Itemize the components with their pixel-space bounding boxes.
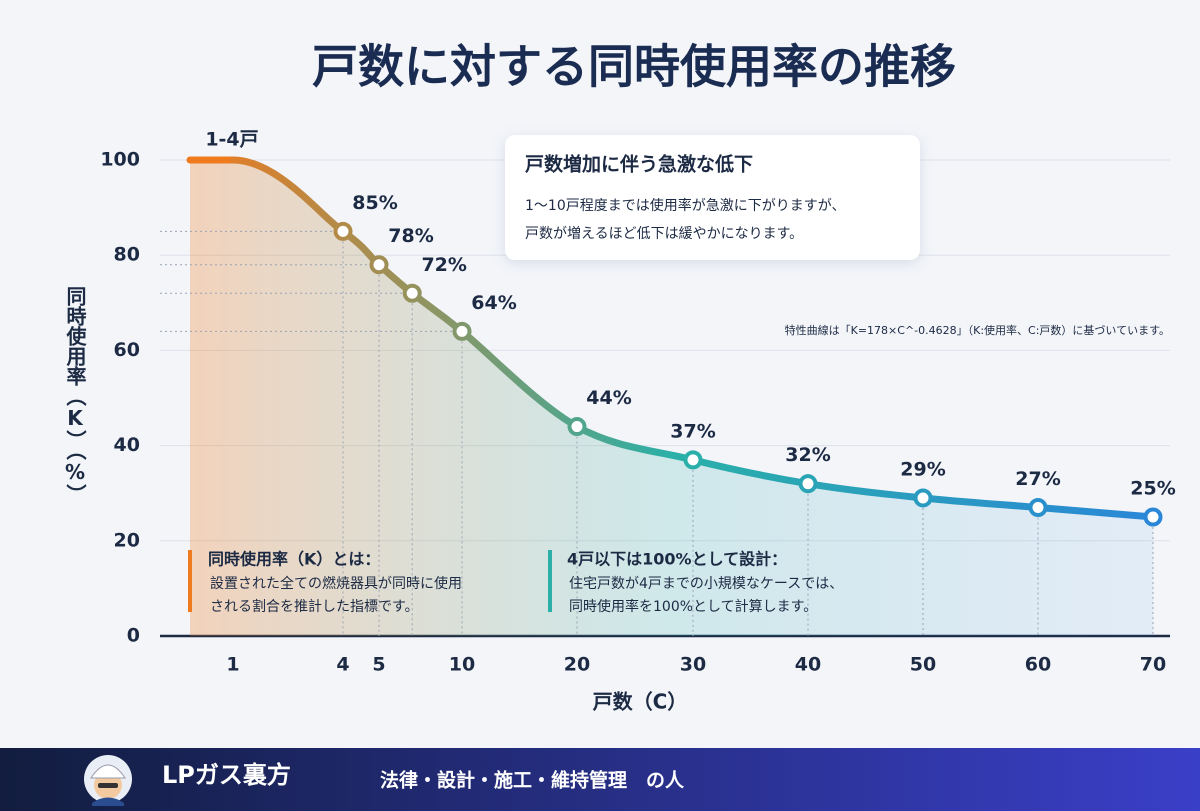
y-tick-label: 20 <box>114 529 140 551</box>
line <box>229 156 1157 521</box>
y-tick-label: 100 <box>100 149 140 171</box>
area <box>190 160 1153 636</box>
x-tick-label: 5 <box>372 654 385 676</box>
x-tick-label: 4 <box>336 654 349 676</box>
point <box>1143 507 1163 527</box>
value-label: 25% <box>1130 478 1175 500</box>
x-tick-label: 10 <box>449 654 475 676</box>
y-axis-label: 同時使用率（K）（%） <box>63 286 87 504</box>
avatar <box>84 755 132 806</box>
value-label: 72% <box>421 254 466 276</box>
value-label: 37% <box>670 420 715 442</box>
formula-note: 特性曲線は「K=178×C^-0.4628」（K:使用率、C:戸数）に基づいてい… <box>785 323 1170 337</box>
callout-text: 戸数が増えるほど低下は緩やかになります。 <box>525 226 803 242</box>
x-tick-label: 50 <box>910 654 936 676</box>
y-tick-label: 80 <box>114 244 140 266</box>
box-title: 同時使用率（K）とは： <box>208 550 380 569</box>
point <box>1028 497 1048 517</box>
callout-title: 戸数増加に伴う急激な低下 <box>525 153 753 176</box>
value-label: 44% <box>586 387 631 409</box>
plot: 0 20 40 60 80 100 1 4 5 10 20 30 40 50 60 70 85% 78% 72%64… <box>100 129 1175 676</box>
footer-tagline: 法律・設計・施工・維持管理 の人 <box>380 769 685 792</box>
callout-text: 1〜10戸程度までは使用率が急激に下がりますが、 <box>525 197 845 214</box>
value-label: 78% <box>388 225 433 247</box>
chart-title: 戸数に対する同時使用率の推移 <box>312 40 956 94</box>
box-bar <box>188 550 192 612</box>
y-tick-label: 0 <box>127 625 140 647</box>
box-bar <box>548 550 552 612</box>
point <box>402 283 422 303</box>
value-label: 85% <box>352 192 397 214</box>
box-text: 住宅戸数が4戸までの小規模なケースでは、 <box>569 576 843 592</box>
point <box>452 321 472 341</box>
y-tick-label: 40 <box>114 434 140 456</box>
x-tick-label: 60 <box>1025 654 1051 676</box>
x-axis-label: 戸数（C） <box>593 690 688 714</box>
value-label: 29% <box>900 458 945 480</box>
point <box>913 488 933 508</box>
value-label: 64% <box>471 292 516 314</box>
y-tick-label: 60 <box>114 339 140 361</box>
flat-label: 1-4戸 <box>205 129 258 151</box>
value-label: 32% <box>785 444 830 466</box>
box-text: 設置された全ての燃焼器具が同時に使用 <box>210 575 462 592</box>
point <box>683 450 703 470</box>
callout-box <box>505 135 920 260</box>
footer-brand: LPガス裏方 <box>162 761 291 789</box>
x-tick-label: 20 <box>564 654 590 676</box>
x-tick-label: 40 <box>795 654 821 676</box>
point <box>369 255 389 275</box>
box-text: 同時使用率を100%として計算します。 <box>569 598 817 615</box>
x-tick-label: 70 <box>1140 654 1166 676</box>
footer <box>0 748 1200 811</box>
x-tick-label: 30 <box>680 654 706 676</box>
value-label: 27% <box>1015 468 1060 490</box>
point <box>567 417 587 437</box>
point <box>333 221 353 241</box>
x-tick-label: 1 <box>226 654 239 676</box>
point <box>798 474 818 494</box>
box-title: 4戸以下は100%として設計： <box>567 550 787 569</box>
box-text: される割合を推計した指標です。 <box>210 598 419 615</box>
